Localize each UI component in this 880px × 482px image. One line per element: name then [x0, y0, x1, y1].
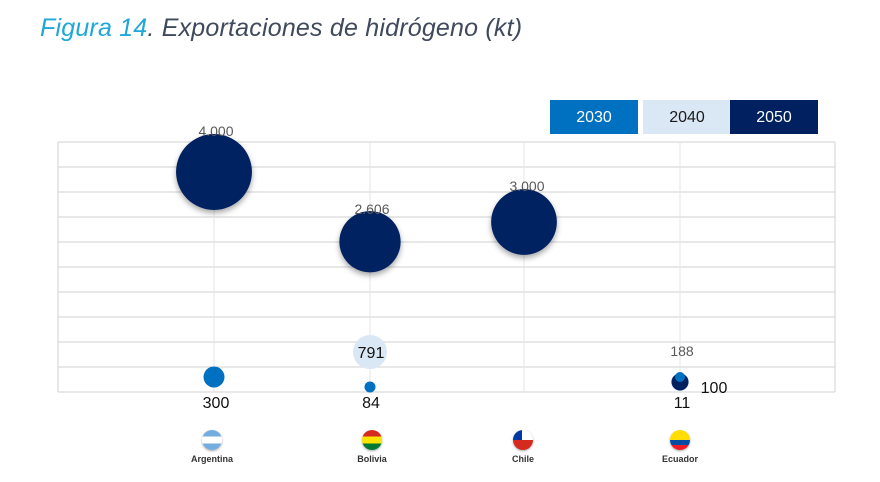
bubble-2030-ecuador — [675, 372, 685, 382]
data-label-2030-argentina: 300 — [203, 395, 230, 412]
chart-grid — [57, 141, 836, 393]
data-label-2050-argentina: 4.000 — [198, 123, 233, 139]
bubble-2050-argentina — [176, 134, 252, 210]
data-label-2030-bolivia: 84 — [362, 395, 380, 412]
data-label-2040-bolivia: 791 — [358, 345, 385, 362]
data-label-2030-ecuador: 11 — [674, 395, 691, 412]
country-label: Argentina — [190, 454, 233, 464]
bubble-layer — [176, 134, 689, 393]
data-label-layer: 4.000 2.606 3.000 188 791 100 300 84 11 — [198, 123, 727, 412]
legend-item-2050: 2050 — [730, 100, 818, 134]
legend-item-2040: 2040 — [643, 100, 731, 134]
bubble-2030-argentina — [203, 366, 225, 388]
data-label-2040-ecuador: 100 — [701, 380, 728, 397]
legend-item-2030: 2030 — [550, 100, 638, 134]
bubble-2050-bolivia — [339, 211, 401, 273]
data-label-2050-ecuador: 188 — [670, 343, 694, 359]
legend-label: 2030 — [576, 109, 612, 126]
legend-label: 2040 — [669, 109, 705, 126]
bubble-2040-bolivia — [353, 335, 387, 369]
country-ecuador: Ecuador — [640, 430, 720, 464]
country-argentina: Argentina — [172, 430, 252, 464]
bubble-2050-chile — [491, 189, 557, 255]
chile-flag-icon — [513, 430, 533, 450]
ecuador-flag-icon — [670, 430, 690, 450]
country-label: Chile — [511, 454, 534, 464]
figure-number: Figura 14 — [40, 14, 148, 42]
figure-caption: . Exportaciones de hidrógeno (kt) — [147, 14, 523, 42]
page-title: Figura 14. Exportaciones de hidrógeno (k… — [40, 14, 522, 43]
data-label-2050-chile: 3.000 — [509, 178, 544, 194]
country-label: Ecuador — [661, 454, 698, 464]
legend-label: 2050 — [756, 109, 792, 126]
argentina-flag-icon — [202, 430, 222, 450]
country-bolivia: Bolivia — [332, 430, 412, 464]
country-chile: Chile — [483, 430, 563, 464]
bolivia-flag-icon — [362, 430, 382, 450]
data-label-2050-bolivia: 2.606 — [354, 201, 389, 217]
bubble-2030-bolivia — [364, 381, 376, 393]
country-label: Bolivia — [357, 454, 387, 464]
